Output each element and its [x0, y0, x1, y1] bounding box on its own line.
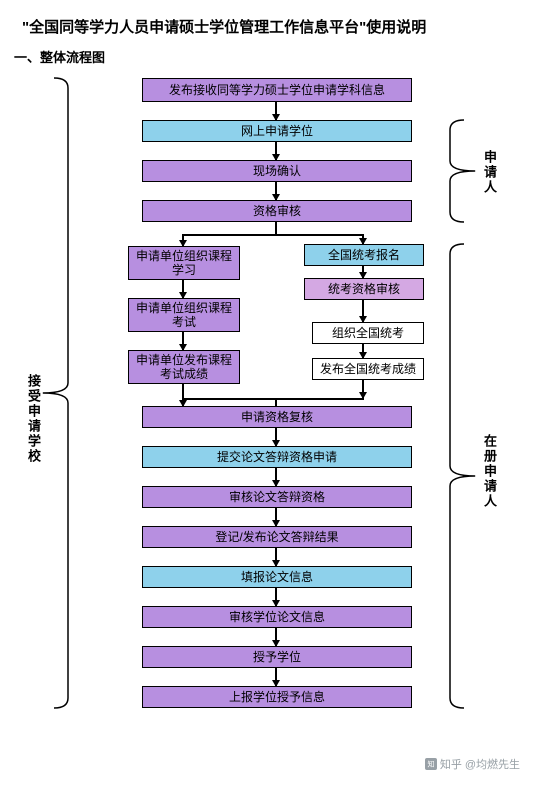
- brace-label-0: 接受申请学校: [24, 374, 43, 464]
- flow-box-b5: 申请单位组织课程学习: [128, 246, 240, 280]
- brace-1: [450, 120, 475, 222]
- arrow-17: [275, 628, 277, 646]
- connector-3: [275, 398, 277, 406]
- arrow-18: [275, 668, 277, 686]
- connector-1: [275, 222, 277, 234]
- arrow-13: [275, 468, 277, 486]
- brace-label-1: 申请人: [480, 150, 499, 195]
- watermark-author: @均燃先生: [465, 756, 520, 772]
- flow-box-b7: 申请单位发布课程考试成绩: [128, 350, 240, 384]
- flow-box-b13: 提交论文答辩资格申请: [142, 446, 412, 468]
- page-title: "全国同等学力人员申请硕士学位管理工作信息平台"使用说明: [22, 16, 524, 37]
- arrow-0: [275, 102, 277, 120]
- flow-box-b1: 发布接收同等学力硕士学位申请学科信息: [142, 78, 412, 102]
- page-subtitle: 一、整体流程图: [14, 47, 524, 66]
- watermark: 知知乎@均燃先生: [425, 756, 520, 772]
- arrow-7: [362, 266, 364, 278]
- flow-box-b16: 填报论文信息: [142, 566, 412, 588]
- brace-label-2: 在册申请人: [480, 434, 499, 509]
- arrow-9: [362, 344, 364, 358]
- brace-0: [43, 78, 68, 708]
- flow-box-b12: 申请资格复核: [142, 406, 412, 428]
- flow-box-b18: 授予学位: [142, 646, 412, 668]
- arrow-8: [362, 300, 364, 322]
- flow-box-b11: 发布全国统考成绩: [312, 358, 424, 380]
- flow-box-b3: 现场确认: [142, 160, 412, 182]
- arrow-12: [275, 428, 277, 446]
- arrow-4: [182, 280, 184, 298]
- arrow-11: [362, 380, 364, 398]
- arrow-14: [275, 508, 277, 526]
- zhihu-icon: 知: [425, 758, 437, 770]
- flow-box-b4: 资格审核: [142, 200, 412, 222]
- brace-2: [450, 244, 475, 708]
- arrow-2: [275, 182, 277, 200]
- flow-box-b17: 审核学位论文信息: [142, 606, 412, 628]
- watermark-site: 知乎: [440, 756, 462, 772]
- flow-box-b14: 审核论文答辩资格: [142, 486, 412, 508]
- connector-0: [182, 234, 364, 236]
- flow-box-b10: 组织全国统考: [312, 322, 424, 344]
- flow-box-b8: 全国统考报名: [304, 244, 424, 266]
- arrow-16: [275, 588, 277, 606]
- arrow-10: [182, 384, 184, 406]
- connector-2: [182, 398, 364, 400]
- flow-box-b2: 网上申请学位: [142, 120, 412, 142]
- arrow-5: [182, 332, 184, 350]
- flow-box-b19: 上报学位授予信息: [142, 686, 412, 708]
- flow-box-b15: 登记/发布论文答辩结果: [142, 526, 412, 548]
- arrow-15: [275, 548, 277, 566]
- arrow-1: [275, 142, 277, 160]
- flow-box-b6: 申请单位组织课程考试: [128, 298, 240, 332]
- flowchart: 发布接收同等学力硕士学位申请学科信息网上申请学位现场确认资格审核申请单位组织课程…: [12, 74, 524, 774]
- flow-box-b9: 统考资格审核: [304, 278, 424, 300]
